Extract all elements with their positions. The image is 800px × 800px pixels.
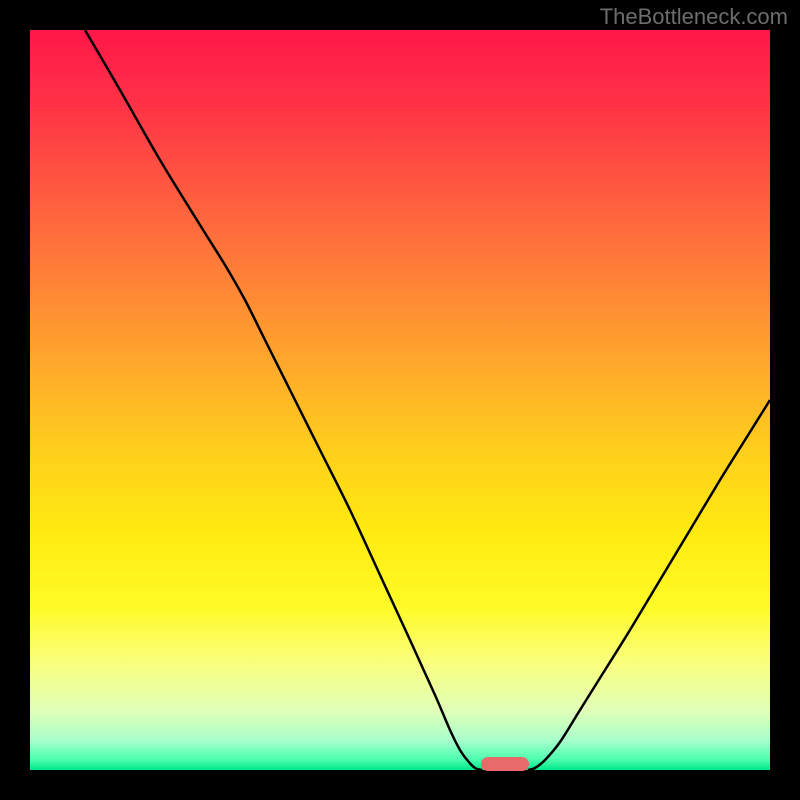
attribution-text: TheBottleneck.com: [600, 4, 788, 30]
curve-right-branch: [528, 400, 770, 770]
bottleneck-curve: [30, 30, 770, 770]
optimal-marker: [481, 757, 529, 771]
curve-left-branch: [85, 30, 482, 770]
plot-area: [30, 30, 770, 770]
